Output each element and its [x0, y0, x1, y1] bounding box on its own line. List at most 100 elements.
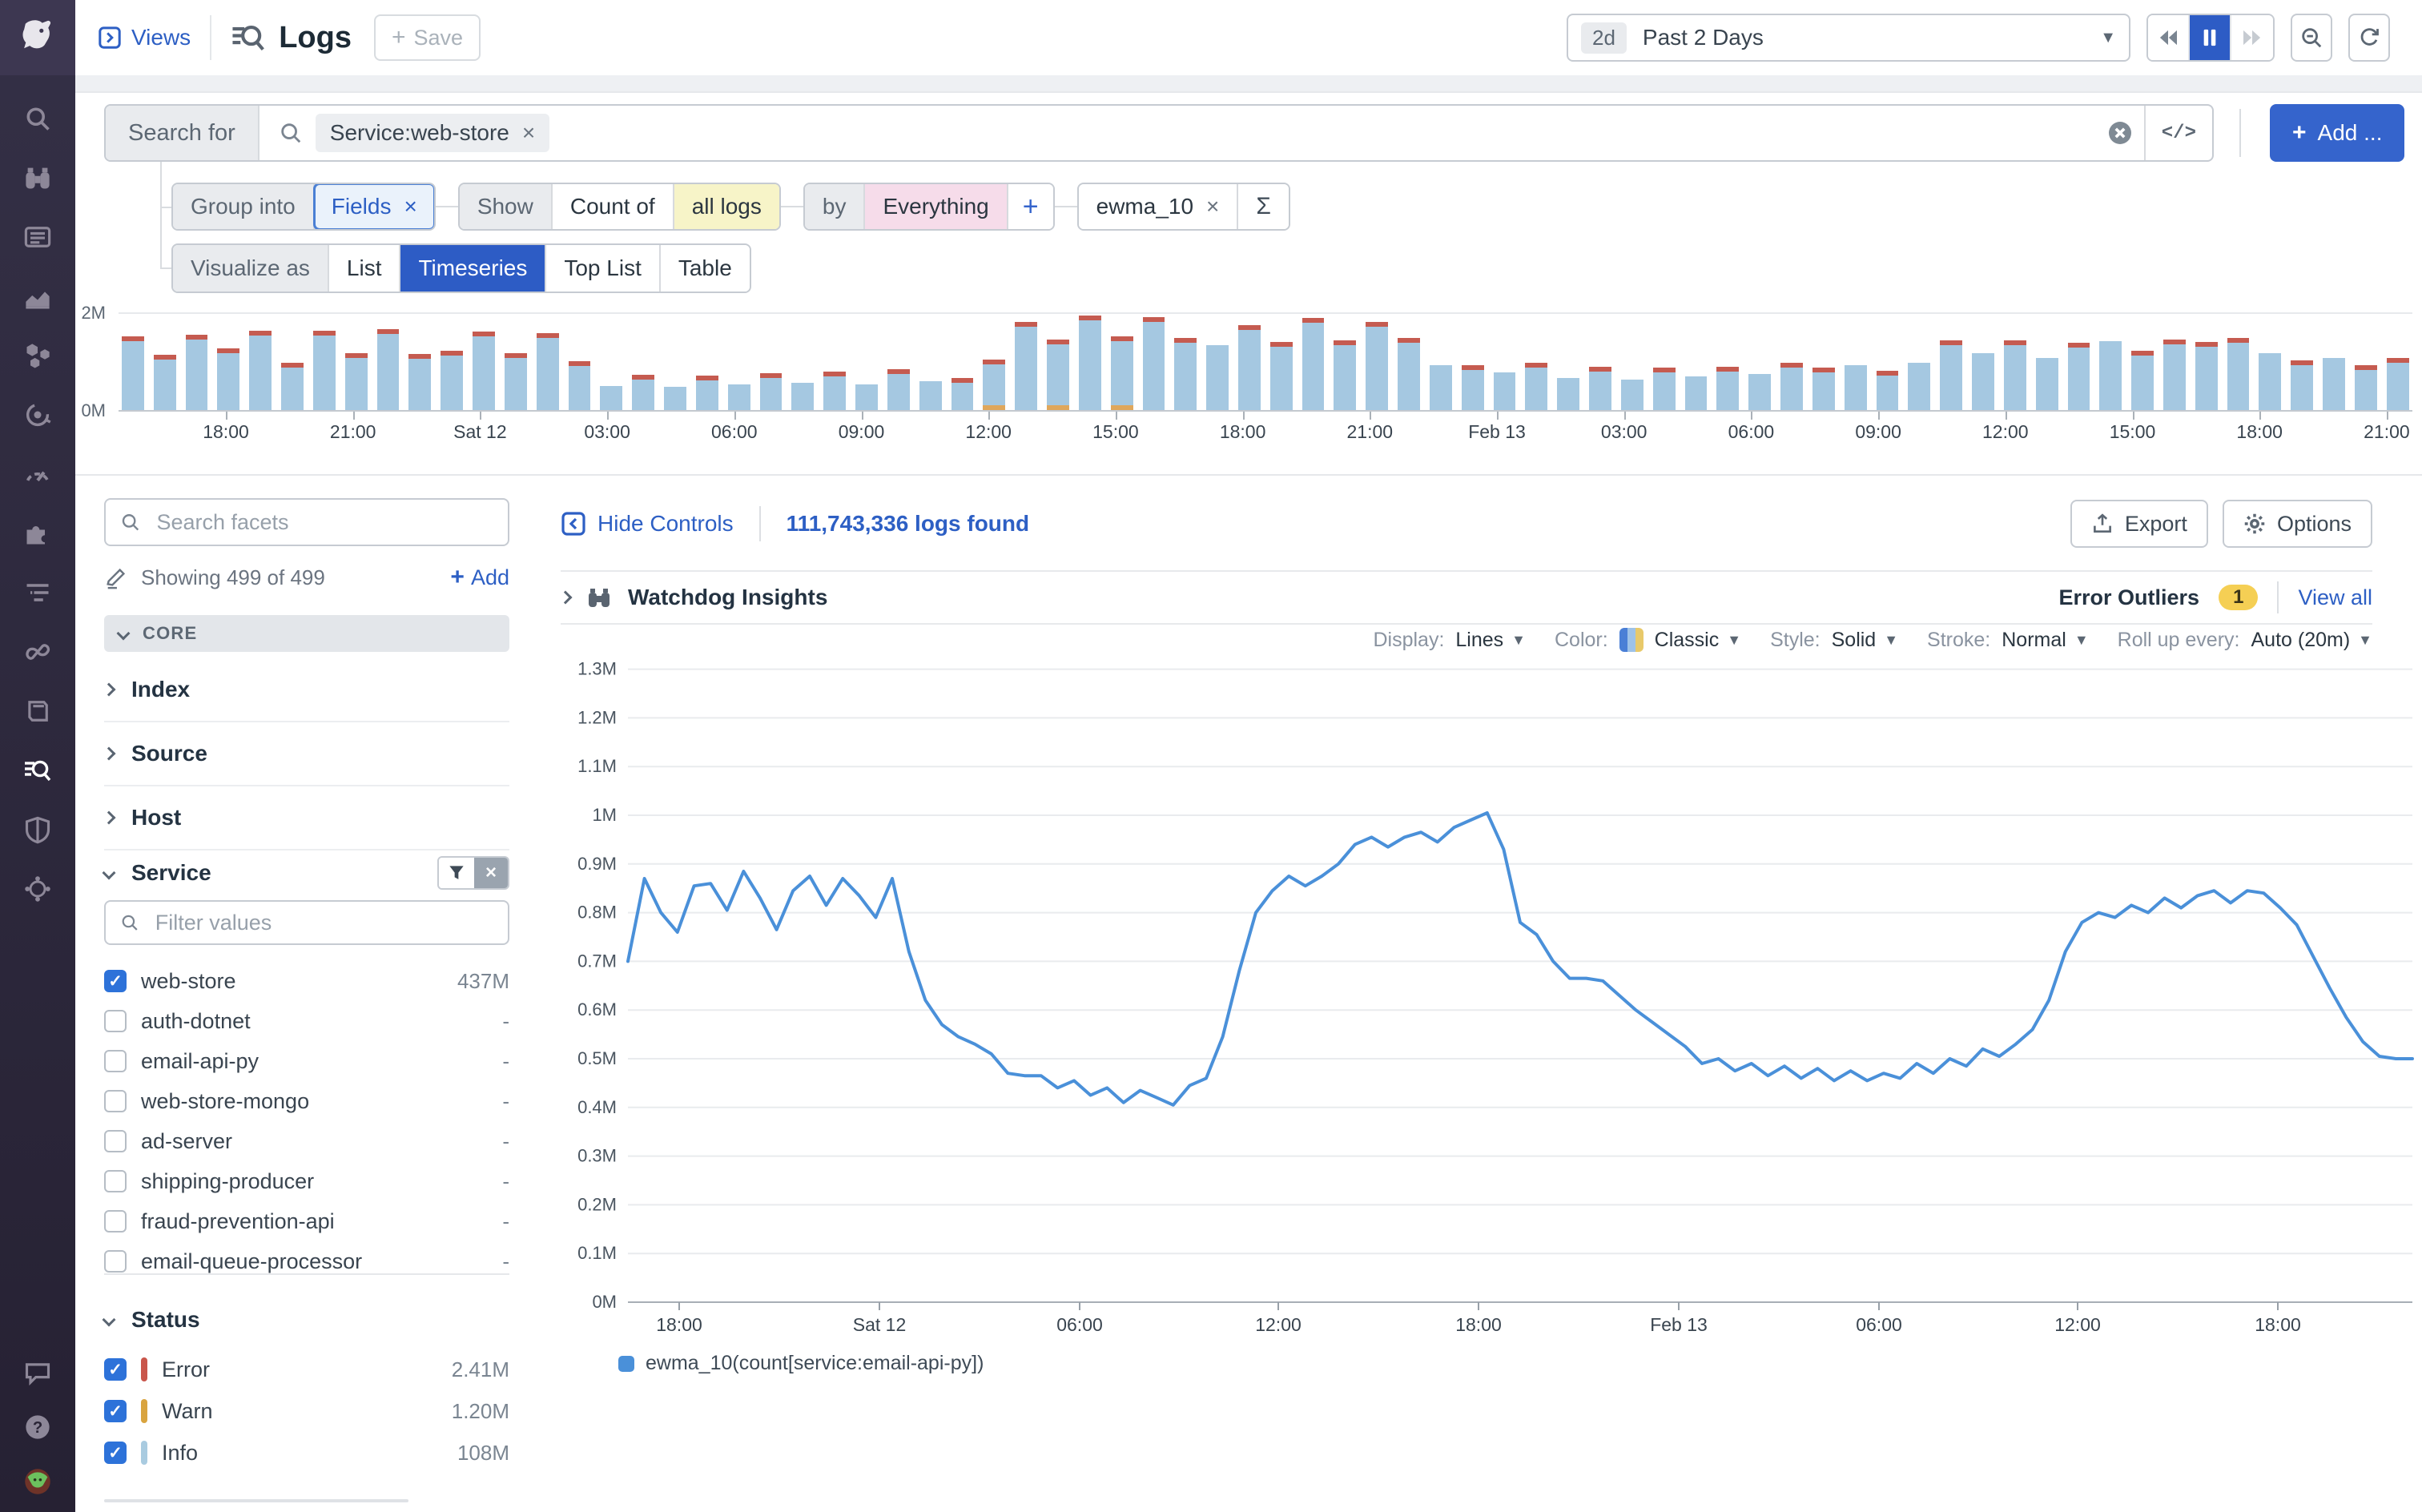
metric-chip[interactable]: ewma_10 × [1079, 184, 1239, 229]
histogram-bar[interactable] [1015, 327, 1037, 410]
facet-value-row[interactable]: email-api-py- [104, 1041, 509, 1081]
facet-value-row[interactable]: ✓Warn1.20M [104, 1390, 509, 1432]
histogram-bar[interactable] [1238, 330, 1261, 410]
facet-status-header[interactable]: Status [104, 1301, 509, 1339]
checkbox[interactable] [104, 1090, 127, 1112]
error-outliers-count-badge[interactable]: 1 [2219, 585, 2258, 610]
histogram-bar[interactable] [1047, 344, 1069, 410]
help-icon[interactable]: ? [23, 1413, 52, 1442]
export-button[interactable]: Export [2070, 500, 2208, 548]
histogram-bar[interactable] [1111, 341, 1133, 410]
histogram-bar[interactable] [696, 380, 718, 410]
facet-value-row[interactable]: ad-server- [104, 1121, 509, 1161]
histogram-bar[interactable] [2163, 344, 2186, 410]
histogram-bar[interactable] [2355, 370, 2377, 410]
histogram-bar[interactable] [1430, 365, 1452, 410]
histogram-bar[interactable] [1845, 365, 1867, 410]
core-facet-group-header[interactable]: CORE [104, 615, 509, 652]
histogram-bar[interactable] [1206, 345, 1229, 410]
histogram-bar[interactable] [791, 383, 814, 410]
histogram-bar[interactable] [1621, 380, 1644, 410]
hide-controls-button[interactable]: Hide Controls [561, 511, 734, 537]
nav-dashboards-icon[interactable] [23, 223, 52, 251]
remove-fields-icon[interactable]: × [404, 194, 416, 219]
facet-value-row[interactable]: ✓Error2.41M [104, 1349, 509, 1390]
histogram-bar[interactable] [1908, 363, 1930, 410]
user-avatar[interactable] [23, 1467, 52, 1496]
nav-network-icon[interactable] [23, 875, 52, 903]
nav-apm-icon[interactable] [23, 400, 52, 429]
service-clear-filter-icon[interactable]: × [474, 858, 508, 888]
facet-host[interactable]: Host [104, 786, 509, 850]
histogram-bar[interactable] [154, 360, 176, 410]
time-forward-button[interactable] [2231, 15, 2273, 60]
nav-logs-icon[interactable] [23, 756, 52, 785]
nav-infrastructure-icon[interactable] [23, 341, 52, 370]
histogram-bar[interactable] [186, 340, 208, 410]
histogram-bar[interactable] [855, 384, 878, 410]
service-filter-field[interactable] [104, 900, 509, 945]
histogram-bar[interactable] [919, 381, 942, 410]
checkbox[interactable] [104, 1210, 127, 1233]
sidebar-scrollbar[interactable] [104, 1499, 408, 1502]
histogram-bar[interactable] [1525, 368, 1547, 410]
histogram-bar[interactable] [823, 376, 846, 410]
histogram-bar[interactable] [2227, 343, 2250, 410]
histogram-bar[interactable] [313, 336, 336, 410]
histogram-bar[interactable] [1653, 372, 1676, 410]
datadog-logo[interactable] [0, 0, 75, 75]
histogram-bar[interactable] [664, 387, 686, 410]
facet-index[interactable]: Index [104, 658, 509, 722]
stroke-select[interactable]: Normal▼ [2002, 629, 2088, 652]
facet-search-input[interactable] [153, 509, 493, 537]
checkbox[interactable] [104, 1010, 127, 1032]
display-select[interactable]: Lines▼ [1455, 629, 1526, 652]
checkbox[interactable]: ✓ [104, 1400, 127, 1422]
histogram-bar[interactable] [1780, 368, 1803, 410]
histogram-bar[interactable] [1812, 372, 1835, 410]
time-range-select[interactable]: 2d Past 2 Days ▼ [1567, 14, 2130, 62]
histogram-bar[interactable] [1940, 345, 1962, 410]
view-all-link[interactable]: View all [2298, 585, 2372, 610]
facet-value-row[interactable]: fraud-prevention-api- [104, 1201, 509, 1241]
histogram-bar[interactable] [122, 341, 144, 410]
facet-value-row[interactable]: email-queue-processor- [104, 1241, 509, 1273]
histogram-bar[interactable] [1494, 372, 1516, 410]
clear-search-icon[interactable] [2096, 120, 2144, 146]
nav-pipelines-icon[interactable] [23, 578, 52, 607]
viz-option-table[interactable]: Table [661, 245, 750, 292]
histogram-bar[interactable] [281, 368, 304, 410]
everything-selector[interactable]: Everything [865, 184, 1008, 229]
histogram-bar[interactable] [1972, 353, 1994, 410]
time-backward-button[interactable] [2148, 15, 2190, 60]
histogram-bar[interactable] [1079, 320, 1101, 410]
viz-option-timeseries[interactable]: Timeseries [400, 245, 546, 292]
facet-value-row[interactable]: ✓Info108M [104, 1432, 509, 1474]
histogram-bar[interactable] [473, 336, 495, 410]
histogram-bar[interactable] [1302, 323, 1325, 410]
service-filter-icon[interactable] [439, 858, 474, 888]
histogram-bar[interactable] [441, 356, 463, 410]
nav-watchdog-icon[interactable] [23, 163, 52, 192]
histogram-bar[interactable] [377, 334, 400, 410]
histogram-bar[interactable] [537, 338, 559, 410]
histogram-bar[interactable] [2323, 358, 2345, 410]
histogram-bar[interactable] [1398, 343, 1420, 410]
facet-value-row[interactable]: web-store-mongo- [104, 1081, 509, 1121]
histogram-bar[interactable] [600, 386, 622, 410]
checkbox[interactable] [104, 1050, 127, 1072]
histogram-bar[interactable] [408, 359, 431, 410]
search-filter-chip[interactable]: Service:web-store × [316, 114, 549, 152]
histogram-bar[interactable] [728, 384, 750, 410]
facet-search-field[interactable] [104, 498, 509, 546]
histogram-bar[interactable] [760, 378, 783, 410]
style-select[interactable]: Solid▼ [1832, 629, 1898, 652]
histogram-bar[interactable] [2195, 347, 2218, 410]
histogram-bar[interactable] [505, 358, 527, 410]
histogram-bar[interactable] [1174, 343, 1197, 410]
facet-value-row[interactable]: auth-dotnet- [104, 1001, 509, 1041]
zoom-out-button[interactable] [2291, 14, 2332, 62]
viz-option-list[interactable]: List [329, 245, 401, 292]
facet-source[interactable]: Source [104, 722, 509, 786]
histogram-bar[interactable] [2099, 341, 2122, 410]
